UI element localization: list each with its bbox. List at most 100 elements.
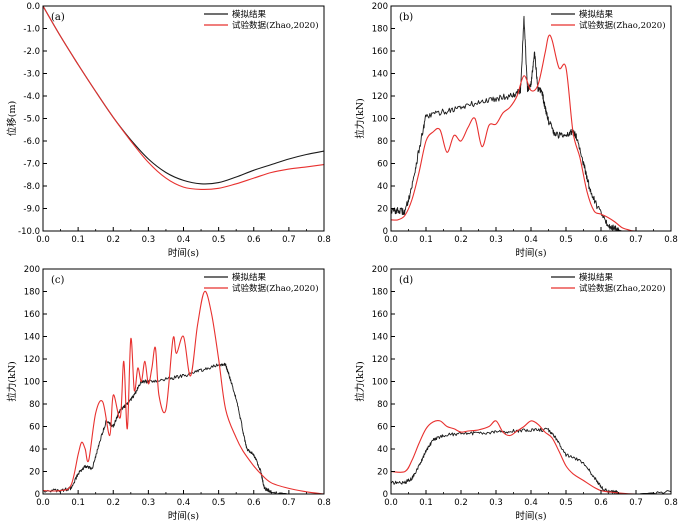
- y-tick-label: -1.0: [23, 25, 40, 35]
- legend-label-1: 试验数据(Zhao,2020): [579, 20, 666, 31]
- series-line-0: [43, 362, 324, 494]
- x-tick-label: 0.5: [212, 498, 226, 508]
- panel-1: 0.0 0.1 0.2 0.3 0.4 0.5 0.6 0.7 0.8 0 20 40 60 80 100 1…: [354, 2, 678, 259]
- legend-label-0: 模拟结果: [579, 9, 614, 20]
- x-tick-label: 0.4: [177, 498, 191, 508]
- y-tick-label: 180: [372, 25, 388, 35]
- x-tick-label: 0.3: [489, 235, 503, 245]
- y-tick-label: 180: [24, 288, 40, 298]
- x-tick-label: 0.7: [629, 235, 643, 245]
- y-tick-label: 20: [377, 468, 388, 478]
- x-axis-title: 时间(s): [515, 247, 546, 259]
- x-tick-label: 0.0: [384, 498, 398, 508]
- y-tick-label: 200: [372, 265, 388, 275]
- y-tick-label: 160: [372, 310, 388, 320]
- y-tick-label: -10.0: [18, 227, 40, 237]
- x-tick-label: 0.1: [71, 235, 85, 245]
- y-axis-title: 拉力(kN): [354, 98, 366, 138]
- y-tick-label: 160: [24, 310, 40, 320]
- y-tick-label: -7.0: [23, 160, 40, 170]
- x-tick-label: 0.7: [282, 235, 296, 245]
- x-tick-label: 0.4: [524, 498, 538, 508]
- y-tick-label: 100: [24, 378, 40, 388]
- plot-frame: [42, 268, 325, 495]
- y-tick-label: 80: [29, 400, 40, 410]
- x-tick-label: 0.6: [247, 498, 261, 508]
- panel-label: (c): [51, 275, 65, 286]
- legend-label-0: 模拟结果: [232, 272, 267, 283]
- y-tick-label: -5.0: [23, 115, 40, 125]
- x-axis-title: 时间(s): [168, 510, 199, 522]
- y-tick-label: 120: [372, 92, 388, 102]
- legend-label-0: 模拟结果: [579, 272, 614, 283]
- y-tick-label: -3.0: [23, 70, 40, 80]
- y-tick-label: 140: [24, 333, 40, 343]
- y-tick-label: 160: [372, 47, 388, 57]
- y-tick-label: 100: [372, 378, 388, 388]
- x-axis-title: 时间(s): [168, 247, 199, 259]
- plot-frame: [42, 5, 325, 232]
- y-tick-label: 140: [372, 333, 388, 343]
- y-tick-label: 40: [377, 182, 388, 192]
- y-tick-label: 20: [377, 205, 388, 215]
- y-tick-label: 60: [377, 160, 388, 170]
- y-tick-label: 20: [29, 468, 40, 478]
- y-tick-label: 60: [29, 423, 40, 433]
- x-tick-label: 0.0: [36, 235, 50, 245]
- x-tick-label: 0.8: [664, 498, 678, 508]
- y-tick-label: -8.0: [23, 182, 40, 192]
- x-tick-label: 0.3: [142, 498, 156, 508]
- x-tick-label: 0.8: [317, 498, 331, 508]
- x-tick-label: 0.1: [71, 498, 85, 508]
- x-tick-label: 0.8: [317, 235, 331, 245]
- y-tick-label: -2.0: [23, 47, 40, 57]
- x-tick-label: 0.7: [629, 498, 643, 508]
- legend-label-0: 模拟结果: [232, 9, 267, 20]
- y-tick-label: 180: [372, 288, 388, 298]
- y-tick-label: 120: [372, 355, 388, 365]
- x-tick-label: 0.6: [594, 498, 608, 508]
- x-tick-label: 0.4: [524, 235, 538, 245]
- x-tick-label: 0.5: [559, 235, 573, 245]
- y-tick-label: 0.0: [26, 2, 40, 12]
- panel-label: (a): [51, 12, 65, 23]
- x-tick-label: 0.2: [106, 235, 120, 245]
- x-tick-label: 0.6: [594, 235, 608, 245]
- x-tick-label: 0.2: [454, 235, 468, 245]
- series-line-0: [391, 427, 671, 494]
- y-tick-label: 140: [372, 70, 388, 80]
- x-tick-label: 0.0: [384, 235, 398, 245]
- y-tick-label: 80: [377, 400, 388, 410]
- x-tick-label: 0.3: [142, 235, 156, 245]
- series-line-0: [43, 5, 324, 185]
- series-line-1: [391, 34, 671, 231]
- y-tick-label: 0: [383, 227, 388, 237]
- legend-label-1: 试验数据(Zhao,2020): [579, 283, 666, 294]
- y-tick-label: 200: [24, 265, 40, 275]
- y-tick-label: 0: [35, 490, 40, 500]
- panel-0: 0.0 0.1 0.2 0.3 0.4 0.5 0.6 0.7 0.8 0.0 -1.0 -2.0 -3…: [6, 2, 331, 259]
- x-tick-label: 0.5: [559, 498, 573, 508]
- y-tick-label: -4.0: [23, 92, 40, 102]
- x-axis-title: 时间(s): [515, 510, 546, 522]
- y-tick-label: 100: [372, 115, 388, 125]
- panel-2: 0.0 0.1 0.2 0.3 0.4 0.5 0.6 0.7 0.8 0 20 40 60 80 100 1…: [6, 265, 331, 522]
- y-axis-title: 拉力(kN): [354, 361, 366, 401]
- y-tick-label: 120: [24, 355, 40, 365]
- panel-label: (b): [399, 12, 413, 23]
- x-tick-label: 0.1: [419, 498, 433, 508]
- x-tick-label: 0.2: [454, 498, 468, 508]
- series-line-1: [43, 5, 324, 190]
- series-line-1: [391, 420, 671, 494]
- x-tick-label: 0.8: [664, 235, 678, 245]
- x-tick-label: 0.3: [489, 498, 503, 508]
- panel-label: (d): [399, 275, 413, 286]
- legend-label-1: 试验数据(Zhao,2020): [232, 20, 319, 31]
- panel-3: 0.0 0.1 0.2 0.3 0.4 0.5 0.6 0.7 0.8 0 20 40 60 80 100 1…: [354, 265, 678, 522]
- y-axis-title: 拉力(kN): [6, 361, 18, 401]
- x-tick-label: 0.1: [419, 235, 433, 245]
- y-tick-label: -6.0: [23, 137, 40, 147]
- y-axis-title: 位移(m): [6, 101, 18, 136]
- series-line-0: [391, 15, 671, 231]
